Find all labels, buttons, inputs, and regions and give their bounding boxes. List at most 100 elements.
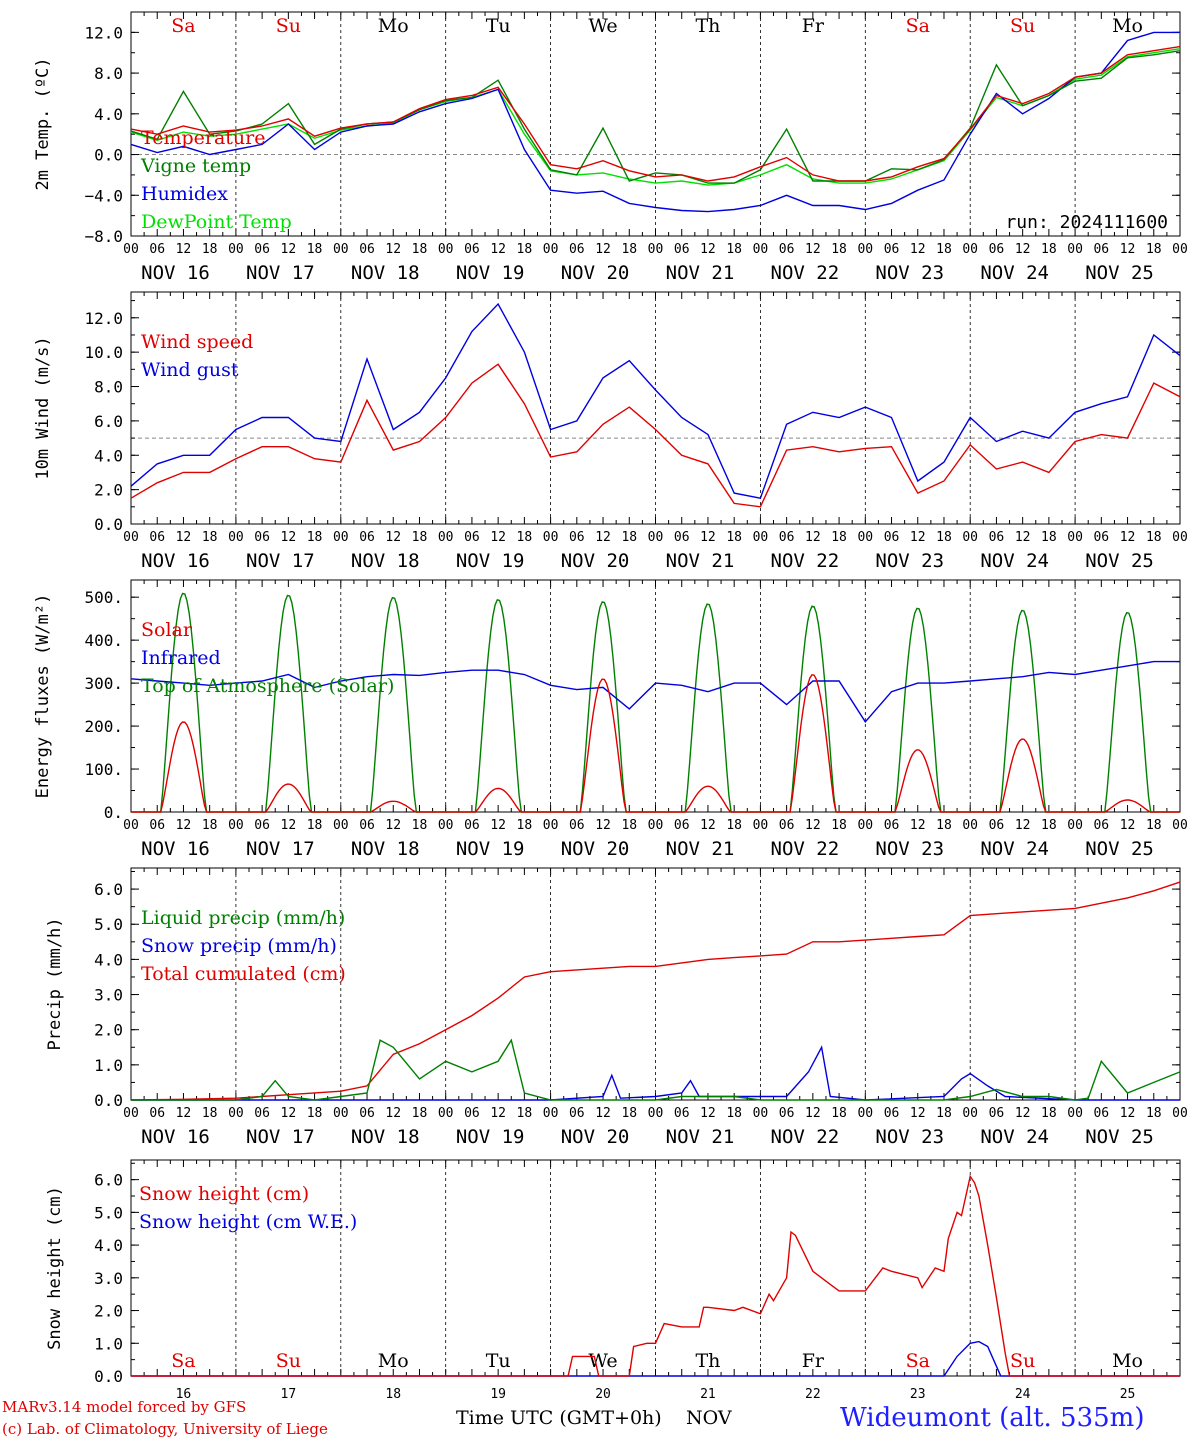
hour-tick-label: 06 bbox=[254, 242, 270, 257]
day-label: NOV 17 bbox=[246, 550, 315, 572]
hour-tick-label: 00 bbox=[123, 1106, 139, 1121]
hour-tick-label: 12 bbox=[595, 530, 611, 545]
hour-tick-label: 12 bbox=[281, 242, 297, 257]
hour-tick-label: 12 bbox=[385, 818, 401, 833]
hour-tick-label: 00 bbox=[1172, 1106, 1188, 1121]
y-tick-label: 5.0 bbox=[94, 915, 123, 934]
hour-tick-label: 18 bbox=[831, 818, 847, 833]
hour-tick-label: 06 bbox=[989, 818, 1005, 833]
day-label: NOV 24 bbox=[980, 838, 1049, 860]
y-tick-label: 4.0 bbox=[94, 1236, 123, 1255]
day-label: NOV 22 bbox=[771, 1126, 840, 1148]
weekday-label: Su bbox=[1010, 15, 1035, 37]
day-label: NOV 22 bbox=[771, 838, 840, 860]
hour-tick-label: 00 bbox=[333, 242, 349, 257]
hour-tick-label: 06 bbox=[779, 1106, 795, 1121]
hour-tick-label: 12 bbox=[176, 1106, 192, 1121]
hour-tick-label: 06 bbox=[779, 530, 795, 545]
hour-tick-label: 18 bbox=[1146, 530, 1162, 545]
hour-tick-label: 18 bbox=[726, 1106, 742, 1121]
hour-tick-label: 00 bbox=[753, 242, 769, 257]
hour-tick-label: 00 bbox=[962, 242, 978, 257]
day-label: NOV 19 bbox=[456, 1126, 525, 1148]
hour-tick-label: 00 bbox=[648, 818, 664, 833]
weekday-label: Mo bbox=[1112, 15, 1143, 37]
hour-tick-label: 00 bbox=[333, 530, 349, 545]
y-tick-label: −4.0 bbox=[84, 186, 123, 205]
day-label: NOV 24 bbox=[980, 1126, 1049, 1148]
hour-tick-label: 00 bbox=[648, 530, 664, 545]
hour-tick-label: 00 bbox=[1172, 242, 1188, 257]
hour-tick-label: 00 bbox=[438, 818, 454, 833]
legend-label: Wind speed bbox=[141, 331, 253, 353]
day-label: NOV 16 bbox=[141, 550, 210, 572]
hour-tick-label: 00 bbox=[123, 818, 139, 833]
day-label: NOV 25 bbox=[1085, 1126, 1154, 1148]
y-tick-label: 2.0 bbox=[94, 481, 123, 500]
hour-tick-label: 06 bbox=[569, 818, 585, 833]
hour-tick-label: 12 bbox=[281, 530, 297, 545]
hour-tick-label: 18 bbox=[307, 530, 323, 545]
hour-tick-label: 12 bbox=[176, 530, 192, 545]
hour-tick-label: 00 bbox=[962, 530, 978, 545]
y-tick-label: 1.0 bbox=[94, 1056, 123, 1075]
day-label: NOV 17 bbox=[246, 838, 315, 860]
hour-tick-label: 12 bbox=[805, 530, 821, 545]
series-line-solar bbox=[131, 674, 1180, 813]
legend-label: Top of Atmosphere (Solar) bbox=[141, 675, 394, 697]
day-number-label: 24 bbox=[1015, 1387, 1031, 1402]
hour-tick-label: 00 bbox=[1067, 1106, 1083, 1121]
hour-tick-label: 06 bbox=[149, 530, 165, 545]
y-tick-label: 400. bbox=[84, 631, 123, 650]
hour-tick-label: 18 bbox=[726, 242, 742, 257]
hour-tick-label: 12 bbox=[1015, 242, 1031, 257]
hour-tick-label: 12 bbox=[910, 530, 926, 545]
hour-tick-label: 00 bbox=[438, 530, 454, 545]
y-tick-label: −8.0 bbox=[84, 227, 123, 246]
legend-label: Infrared bbox=[141, 647, 221, 669]
hour-tick-label: 12 bbox=[910, 242, 926, 257]
hour-tick-label: 12 bbox=[910, 1106, 926, 1121]
hour-tick-label: 00 bbox=[857, 242, 873, 257]
hour-tick-label: 12 bbox=[1015, 530, 1031, 545]
weekday-label: Sa bbox=[171, 15, 195, 37]
hour-tick-label: 00 bbox=[438, 1106, 454, 1121]
series-line-humidex bbox=[130, 31, 1180, 213]
legend-label: DewPoint Temp bbox=[141, 211, 292, 233]
hour-tick-label: 18 bbox=[936, 1106, 952, 1121]
weekday-label: Tu bbox=[486, 1350, 511, 1372]
hour-tick-label: 00 bbox=[1172, 530, 1188, 545]
legend-label: Total cumulated (cm) bbox=[141, 963, 346, 985]
hour-tick-label: 06 bbox=[464, 818, 480, 833]
hour-tick-label: 12 bbox=[595, 1106, 611, 1121]
hour-tick-label: 18 bbox=[517, 530, 533, 545]
weekday-label: Fr bbox=[802, 1350, 825, 1372]
y-axis-label: Snow height (cm) bbox=[45, 1186, 65, 1350]
day-label: NOV 22 bbox=[771, 262, 840, 284]
series-line-snow-height-cm- bbox=[131, 1174, 1180, 1377]
hour-tick-label: 06 bbox=[884, 1106, 900, 1121]
day-label: NOV 24 bbox=[980, 550, 1049, 572]
y-axis-label: Precip (mm/h) bbox=[45, 917, 65, 1050]
hour-tick-label: 00 bbox=[438, 242, 454, 257]
hour-tick-label: 00 bbox=[857, 818, 873, 833]
hour-tick-label: 06 bbox=[254, 818, 270, 833]
hour-tick-label: 06 bbox=[779, 242, 795, 257]
hour-tick-label: 06 bbox=[989, 242, 1005, 257]
hour-tick-label: 18 bbox=[517, 818, 533, 833]
x-axis-label: Time UTC (GMT+0h) bbox=[456, 1407, 662, 1429]
hour-tick-label: 18 bbox=[412, 530, 428, 545]
hour-tick-label: 18 bbox=[936, 242, 952, 257]
hour-tick-label: 12 bbox=[281, 1106, 297, 1121]
weekday-label: Tu bbox=[486, 15, 511, 37]
hour-tick-label: 12 bbox=[490, 1106, 506, 1121]
weekday-label: Th bbox=[695, 15, 720, 37]
y-tick-label: 0.0 bbox=[94, 515, 123, 534]
hour-tick-label: 00 bbox=[753, 1106, 769, 1121]
day-label: NOV 20 bbox=[561, 1126, 630, 1148]
legend-label: Wind gust bbox=[141, 359, 239, 381]
day-label: NOV 19 bbox=[456, 262, 525, 284]
hour-tick-label: 12 bbox=[595, 818, 611, 833]
hour-tick-label: 06 bbox=[359, 818, 375, 833]
weekday-label: Sa bbox=[906, 15, 930, 37]
